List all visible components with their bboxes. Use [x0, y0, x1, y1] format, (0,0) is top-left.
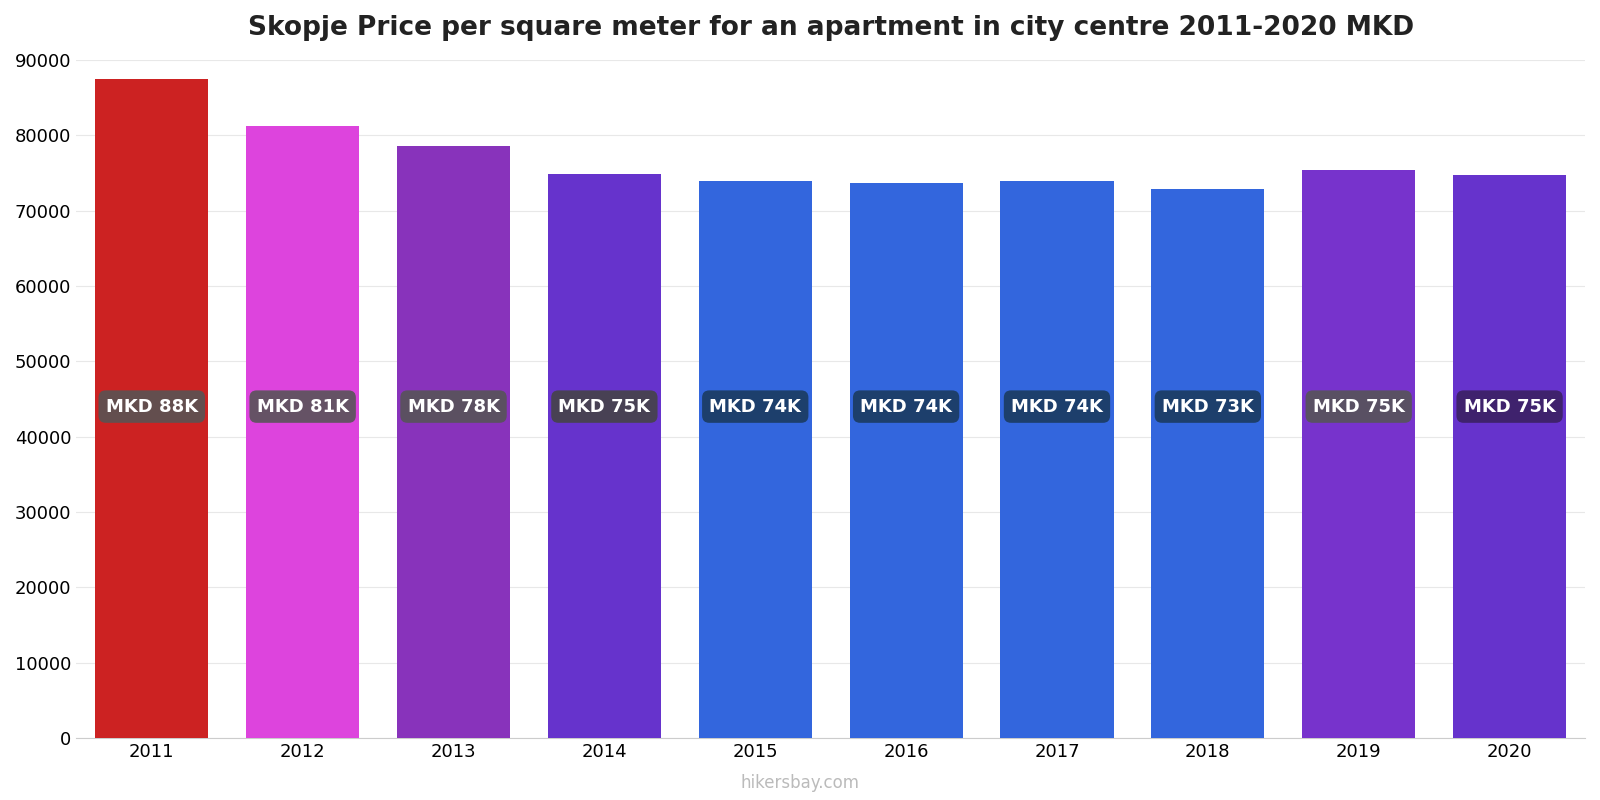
Text: MKD 75K: MKD 75K	[1312, 398, 1405, 416]
Bar	[1302, 170, 1416, 738]
Bar	[547, 174, 661, 738]
Text: MKD 75K: MKD 75K	[558, 398, 650, 416]
Text: MKD 78K: MKD 78K	[408, 398, 499, 416]
Bar	[397, 146, 510, 738]
Text: MKD 88K: MKD 88K	[106, 398, 198, 416]
Text: MKD 74K: MKD 74K	[709, 398, 802, 416]
Title: Skopje Price per square meter for an apartment in city centre 2011-2020 MKD: Skopje Price per square meter for an apa…	[248, 15, 1414, 41]
Bar	[850, 183, 963, 738]
Text: MKD 74K: MKD 74K	[861, 398, 952, 416]
Text: MKD 75K: MKD 75K	[1464, 398, 1555, 416]
Bar	[1152, 189, 1264, 738]
Bar	[96, 79, 208, 738]
Bar	[1453, 174, 1566, 738]
Text: MKD 74K: MKD 74K	[1011, 398, 1102, 416]
Text: MKD 81K: MKD 81K	[256, 398, 349, 416]
Bar	[1000, 182, 1114, 738]
Text: hikersbay.com: hikersbay.com	[741, 774, 859, 792]
Text: MKD 73K: MKD 73K	[1162, 398, 1254, 416]
Bar	[699, 182, 811, 738]
Bar	[246, 126, 360, 738]
